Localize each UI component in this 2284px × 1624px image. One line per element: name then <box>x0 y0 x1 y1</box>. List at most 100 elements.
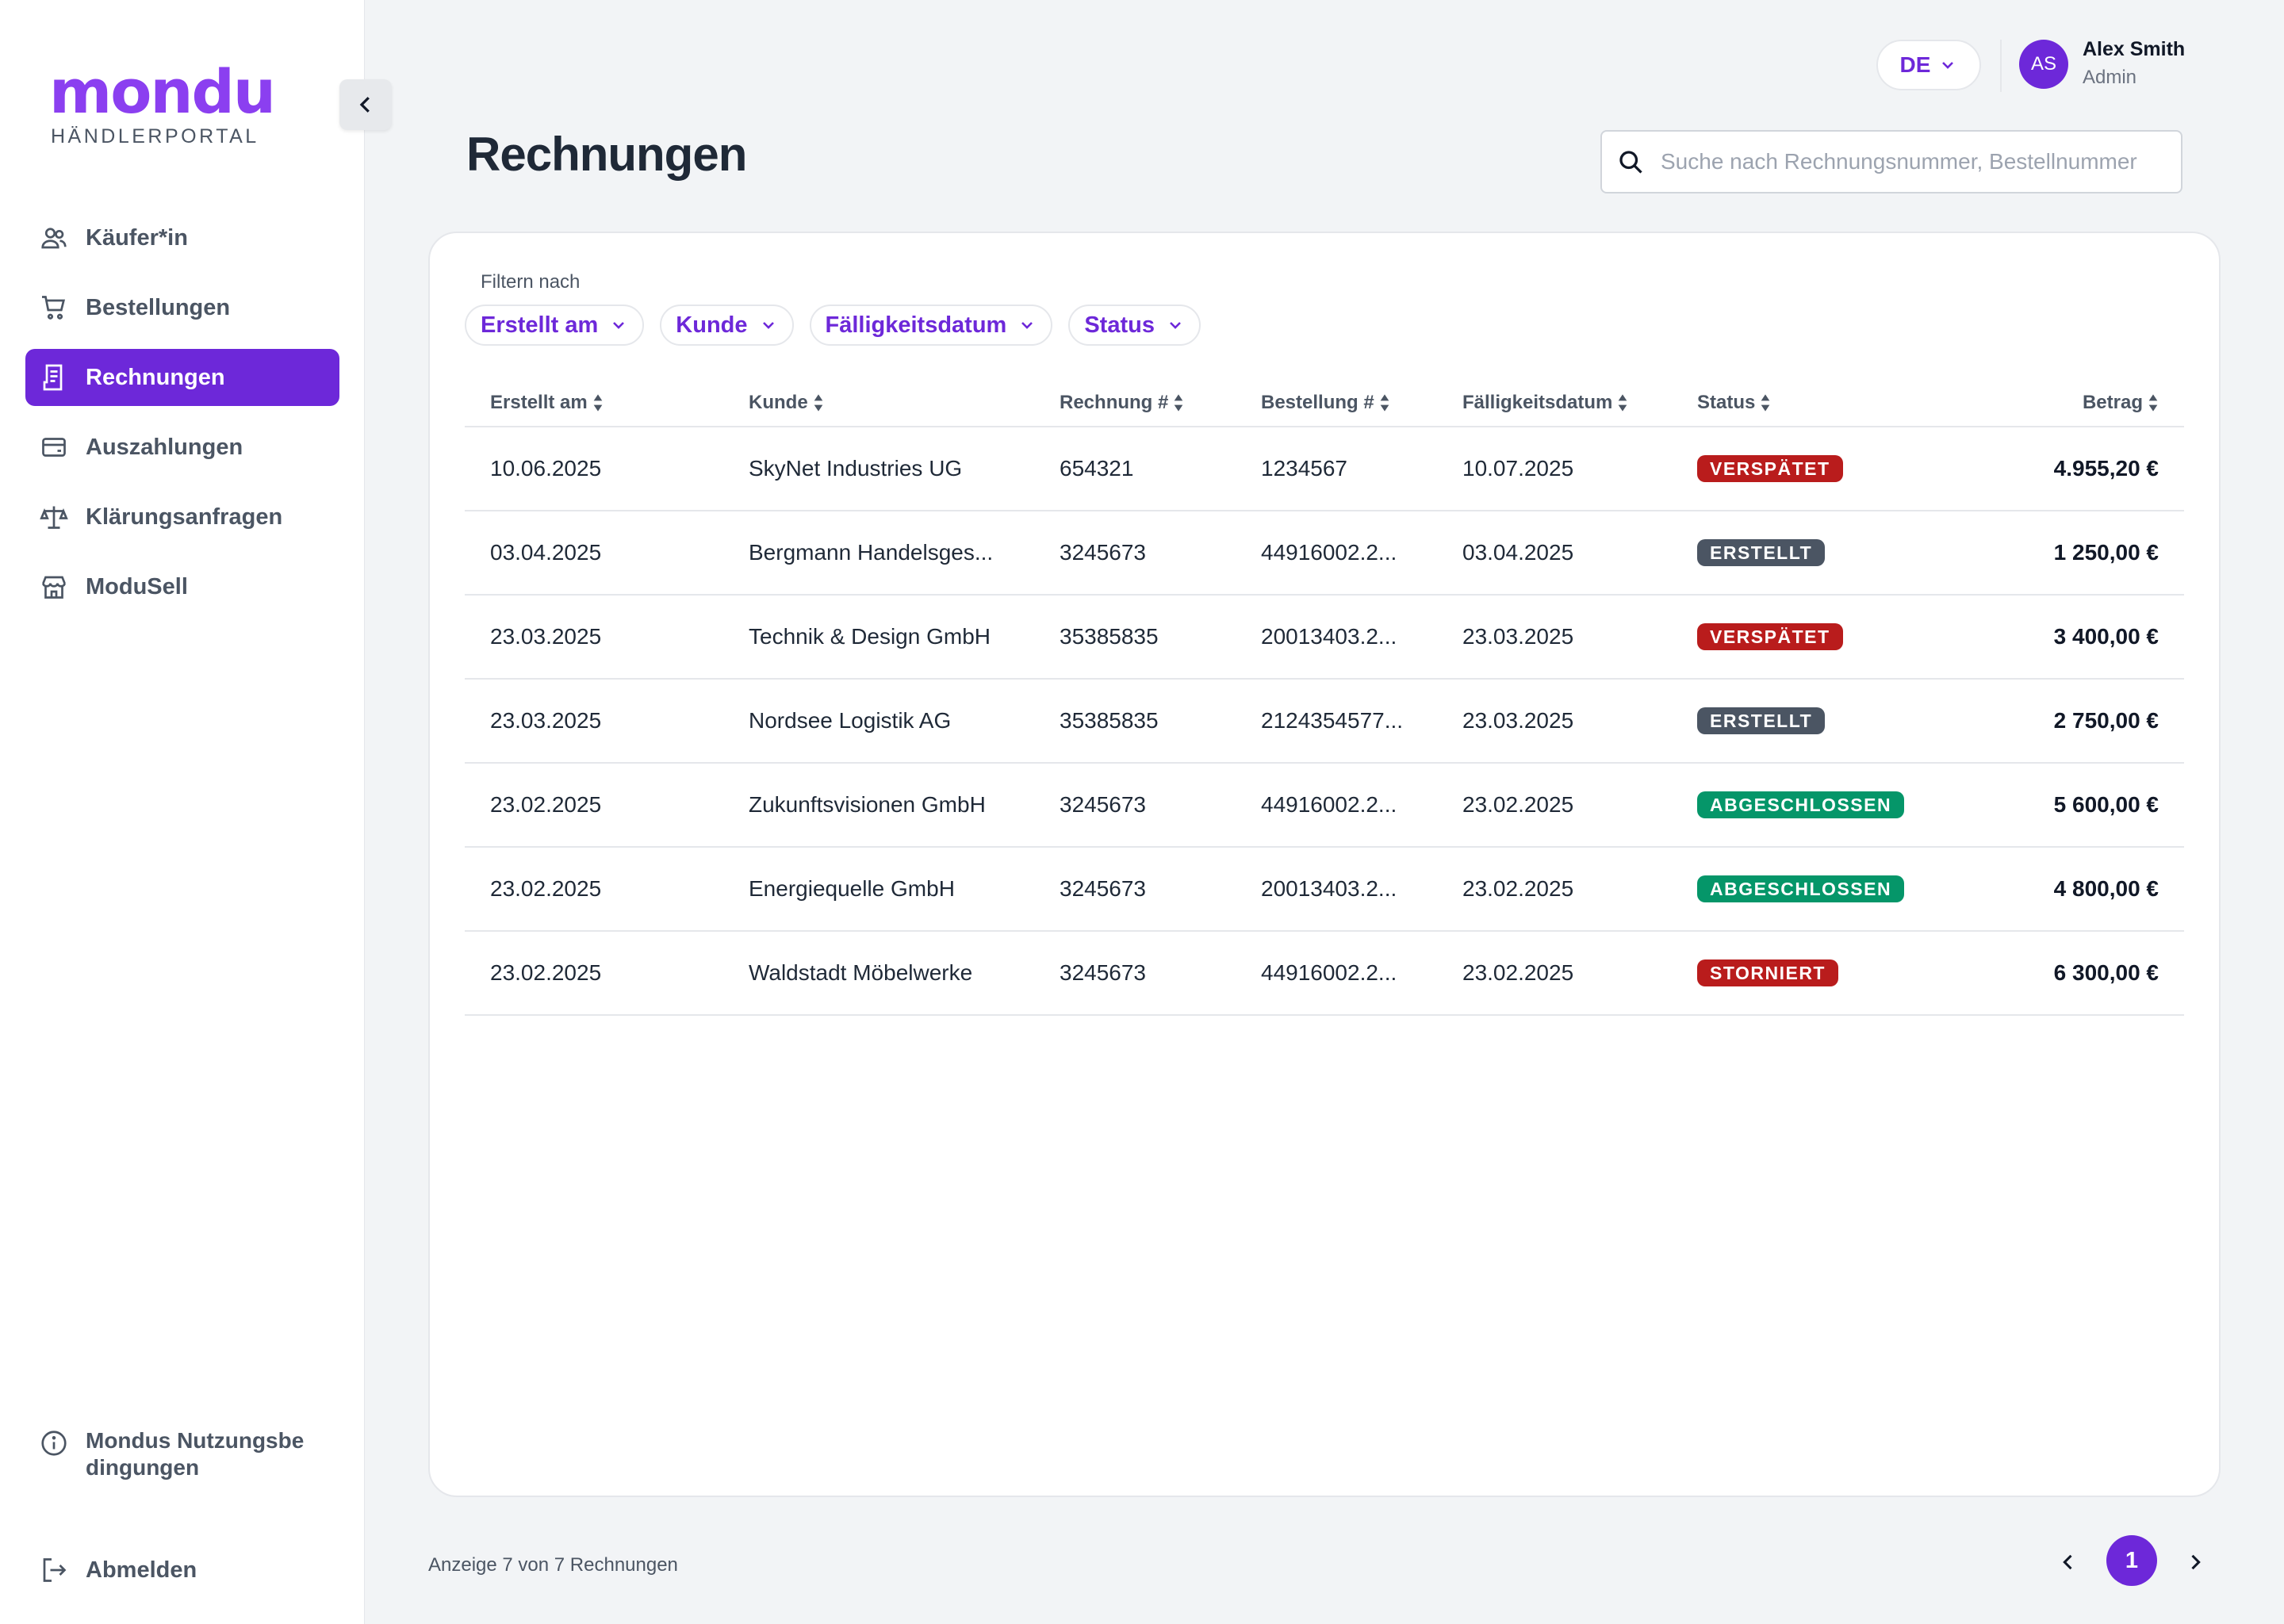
cell-created: 23.02.2025 <box>465 847 723 932</box>
cell-order-number: 1234567 <box>1236 427 1437 511</box>
cell-customer: Nordsee Logistik AG <box>723 679 1034 764</box>
status-badge: ABGESCHLOSSEN <box>1697 875 1905 902</box>
cell-created: 10.06.2025 <box>465 427 723 511</box>
table-row[interactable]: 10.06.2025 SkyNet Industries UG 654321 1234… <box>465 427 2184 511</box>
avatar[interactable]: AS <box>2019 40 2068 89</box>
chevron-right-icon <box>2191 1554 2201 1570</box>
pagination-page-button[interactable]: 1 <box>2106 1535 2157 1586</box>
filter-chip-created[interactable]: Erstellt am <box>465 304 645 346</box>
logout-icon <box>38 1554 70 1586</box>
cell-due-date: 23.02.2025 <box>1437 847 1672 932</box>
chevron-down-icon <box>1170 322 1181 329</box>
sidebar-item-bestellungen[interactable]: Bestellungen <box>25 279 339 336</box>
search-box[interactable] <box>1600 130 2182 193</box>
column-header-due-date[interactable]: Fälligkeitsdatum <box>1437 379 1672 427</box>
sidebar: mondu HÄNDLERPORTAL Käufer*in Bestellung… <box>0 0 365 1624</box>
cell-amount: 4 800,00 € <box>1941 847 2184 932</box>
table-row[interactable]: 23.03.2025 Nordsee Logistik AG 35385835 212… <box>465 679 2184 764</box>
sidebar-footer: Mondus Nutzungsbedingungen Abmelden <box>25 1427 339 1583</box>
cell-status: VERSPÄTET <box>1672 595 1941 680</box>
invoices-card: Filtern nach Erstellt am Kunde Fälligkei… <box>428 232 2221 1497</box>
cell-status: ERSTELLT <box>1672 679 1941 764</box>
sidebar-nav: Käufer*in Bestellungen Rechnungen Auszah… <box>25 209 339 628</box>
column-header-order[interactable]: Bestellung # <box>1236 379 1437 427</box>
logout-button[interactable]: Abmelden <box>38 1554 197 1586</box>
collapse-sidebar-button[interactable] <box>339 79 392 130</box>
mondu-logo[interactable]: mondu HÄNDLERPORTAL <box>49 60 276 148</box>
cell-invoice-number: 654321 <box>1034 427 1236 511</box>
status-badge: ABGESCHLOSSEN <box>1697 791 1905 818</box>
sidebar-item-klaerungsanfragen[interactable]: Klärungsanfragen <box>25 488 339 546</box>
terms-link[interactable]: Mondus Nutzungsbedingungen <box>25 1427 339 1481</box>
table-row[interactable]: 23.03.2025 Technik & Design GmbH 35385835 2… <box>465 595 2184 680</box>
sidebar-item-label: Klärungsanfragen <box>86 504 283 530</box>
cell-status: VERSPÄTET <box>1672 427 1941 511</box>
filter-chip-due-date[interactable]: Fälligkeitsdatum <box>809 304 1053 346</box>
column-header-customer[interactable]: Kunde <box>723 379 1034 427</box>
search-input[interactable] <box>1661 149 2168 174</box>
cell-status: ERSTELLT <box>1672 511 1941 596</box>
cell-invoice-number: 35385835 <box>1034 595 1236 680</box>
chevron-down-icon <box>1021 322 1033 329</box>
filter-chip-label: Erstellt am <box>481 312 599 338</box>
cell-customer: Zukunftsvisionen GmbH <box>723 763 1034 848</box>
cell-created: 23.03.2025 <box>465 679 723 764</box>
filter-chip-status[interactable]: Status <box>1068 304 1201 346</box>
sort-icon <box>2148 394 2158 412</box>
cell-amount: 3 400,00 € <box>1941 595 2184 680</box>
users-icon <box>38 222 70 254</box>
user-name: Alex Smith <box>2083 38 2186 60</box>
page-title: Rechnungen <box>466 128 747 181</box>
cell-status: ABGESCHLOSSEN <box>1672 763 1941 848</box>
sidebar-item-label: Bestellungen <box>86 294 231 320</box>
column-header-created[interactable]: Erstellt am <box>465 379 723 427</box>
status-badge: VERSPÄTET <box>1697 623 1843 650</box>
cell-status: STORNIERT <box>1672 931 1941 1016</box>
table-row[interactable]: 03.04.2025 Bergmann Handelsges... 3245673 4… <box>465 511 2184 596</box>
cell-amount: 6 300,00 € <box>1941 931 2184 1016</box>
cell-due-date: 10.07.2025 <box>1437 427 1672 511</box>
sidebar-item-label: Käufer*in <box>86 224 188 251</box>
table-row[interactable]: 23.02.2025 Waldstadt Möbelwerke 3245673 449… <box>465 931 2184 1016</box>
cell-created: 23.03.2025 <box>465 595 723 680</box>
sidebar-item-label: Auszahlungen <box>86 434 243 460</box>
sidebar-item-label: Rechnungen <box>86 364 225 390</box>
cell-customer: Energiequelle GmbH <box>723 847 1034 932</box>
filter-chip-label: Kunde <box>676 312 748 338</box>
status-badge: ERSTELLT <box>1697 707 1826 734</box>
table-header-row: Erstellt am Kunde Rechnung # Bestellung … <box>465 379 2184 427</box>
cell-amount: 5 600,00 € <box>1941 763 2184 848</box>
sidebar-item-rechnungen[interactable]: Rechnungen <box>25 349 339 406</box>
cell-customer: Waldstadt Möbelwerke <box>723 931 1034 1016</box>
chevron-down-icon <box>762 322 774 329</box>
cell-created: 03.04.2025 <box>465 511 723 596</box>
cell-invoice-number: 3245673 <box>1034 511 1236 596</box>
filter-chip-label: Fälligkeitsdatum <box>825 312 1007 338</box>
column-header-amount[interactable]: Betrag <box>1941 379 2184 427</box>
logout-label: Abmelden <box>86 1557 197 1583</box>
column-header-status[interactable]: Status <box>1672 379 1941 427</box>
language-selector[interactable]: DE <box>1876 40 1981 90</box>
sidebar-item-kaeufer[interactable]: Käufer*in <box>25 209 339 266</box>
pagination-next-button[interactable] <box>2179 1546 2211 1578</box>
pagination-summary: Anzeige 7 von 7 Rechnungen <box>428 1554 678 1576</box>
table-row[interactable]: 23.02.2025 Zukunftsvisionen GmbH 3245673 44… <box>465 763 2184 848</box>
status-badge: VERSPÄTET <box>1697 455 1843 482</box>
cell-invoice-number: 35385835 <box>1034 679 1236 764</box>
cell-due-date: 23.02.2025 <box>1437 931 1672 1016</box>
cell-invoice-number: 3245673 <box>1034 931 1236 1016</box>
cell-due-date: 23.02.2025 <box>1437 763 1672 848</box>
cell-order-number: 44916002.2... <box>1236 931 1437 1016</box>
filter-chip-customer[interactable]: Kunde <box>660 304 794 346</box>
chevron-down-icon <box>613 322 625 329</box>
sort-icon <box>1619 394 1627 412</box>
table-row[interactable]: 23.02.2025 Energiequelle GmbH 3245673 20013… <box>465 847 2184 932</box>
status-badge: ERSTELLT <box>1697 539 1826 566</box>
cell-amount: 2 750,00 € <box>1941 679 2184 764</box>
sidebar-item-auszahlungen[interactable]: Auszahlungen <box>25 419 339 476</box>
cell-created: 23.02.2025 <box>465 763 723 848</box>
invoices-table: Erstellt am Kunde Rechnung # Bestellung … <box>465 379 2184 1016</box>
pagination-prev-button[interactable] <box>2052 1546 2084 1578</box>
sidebar-item-modusell[interactable]: ModuSell <box>25 558 339 615</box>
column-header-invoice[interactable]: Rechnung # <box>1034 379 1236 427</box>
